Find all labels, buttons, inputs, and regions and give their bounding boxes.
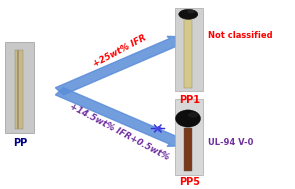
FancyBboxPatch shape — [5, 42, 35, 133]
FancyBboxPatch shape — [184, 128, 192, 171]
Text: Not classified: Not classified — [208, 31, 272, 40]
FancyBboxPatch shape — [184, 19, 192, 88]
Text: PP: PP — [13, 139, 27, 148]
FancyBboxPatch shape — [176, 99, 203, 175]
Ellipse shape — [188, 112, 198, 118]
Text: PP5: PP5 — [179, 177, 200, 187]
Text: PP1: PP1 — [179, 95, 200, 105]
FancyBboxPatch shape — [176, 8, 203, 91]
Ellipse shape — [187, 10, 195, 13]
Text: +25wt% IFR: +25wt% IFR — [91, 33, 148, 68]
Ellipse shape — [179, 9, 198, 19]
Polygon shape — [55, 88, 186, 146]
FancyBboxPatch shape — [15, 50, 23, 129]
Ellipse shape — [176, 110, 201, 127]
FancyBboxPatch shape — [17, 50, 19, 129]
Text: +14.5wt% IFR+0.5wt%: +14.5wt% IFR+0.5wt% — [68, 102, 171, 162]
Text: UL-94 V-0: UL-94 V-0 — [208, 138, 253, 146]
Polygon shape — [55, 36, 186, 95]
